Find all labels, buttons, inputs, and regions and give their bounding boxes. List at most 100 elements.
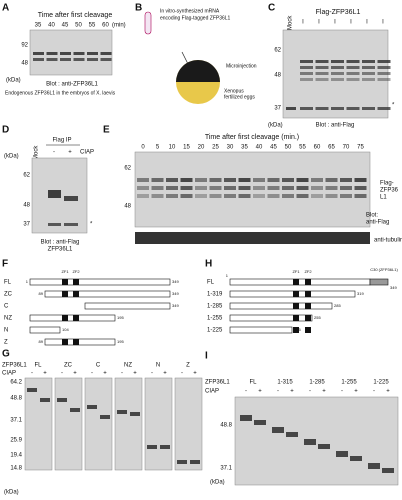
blot (144, 377, 173, 471)
panel-label: C (268, 3, 275, 14)
band (346, 107, 360, 110)
band (238, 178, 251, 182)
band (377, 66, 391, 69)
minus: - (373, 389, 375, 395)
band (180, 194, 193, 198)
lane-label: 40 (256, 145, 263, 151)
text: Microinjection (226, 63, 257, 69)
zf (62, 291, 68, 297)
zf (62, 339, 68, 345)
band (100, 415, 110, 419)
marker: 37 (274, 106, 281, 112)
plus: + (163, 371, 167, 377)
band (377, 78, 391, 81)
marker: 62 (274, 48, 281, 54)
band (336, 451, 348, 457)
band (300, 60, 313, 63)
lane-label: I (318, 20, 320, 26)
zf (293, 279, 299, 285)
marker: 64.2 (10, 380, 22, 386)
row-name: ZC (4, 292, 13, 298)
band (331, 66, 344, 69)
band (254, 420, 266, 425)
construct-bar (229, 326, 293, 334)
text: Xenopus (224, 88, 244, 94)
band (346, 66, 360, 69)
band (282, 186, 294, 190)
ip: Flag IP (52, 138, 71, 144)
tubulin-blot (135, 232, 370, 244)
lane-label: I (366, 20, 368, 26)
lane-label: 35 (241, 145, 248, 151)
zf (305, 315, 311, 321)
band (180, 178, 193, 182)
minus: - (181, 371, 183, 377)
construct-bar (229, 278, 371, 286)
band (272, 427, 284, 433)
band (315, 66, 329, 69)
marker: 37.1 (10, 418, 22, 424)
marker: 48 (23, 203, 30, 209)
marker: 48.8 (220, 423, 232, 429)
marker: 19.4 (10, 453, 22, 459)
kda: (kDa) (4, 490, 19, 496)
band (318, 444, 330, 449)
band (253, 186, 265, 190)
tag (369, 278, 389, 286)
band (64, 223, 78, 226)
band (166, 194, 178, 198)
band (340, 186, 352, 190)
blot (234, 396, 399, 486)
band (331, 72, 344, 75)
row-name: FL (4, 280, 12, 286)
row-name: 1-255 (207, 316, 223, 322)
band (195, 194, 207, 198)
marker: 37 (23, 222, 30, 228)
band (296, 194, 309, 198)
text: fertilized eggs (224, 94, 255, 100)
row-name: N (4, 328, 8, 334)
lane-label: 10 (169, 145, 176, 151)
construct-bar (229, 290, 356, 298)
zf (73, 279, 79, 285)
band (151, 178, 164, 182)
band (296, 186, 309, 190)
band (46, 58, 58, 61)
lane-label: 55 (89, 23, 96, 29)
panel-title: Time after first cleavage (38, 12, 113, 19)
blot (174, 377, 203, 471)
construct-bar (29, 278, 171, 286)
construct: Flag-ZFP36L1 (316, 9, 361, 16)
minus: - (61, 371, 63, 377)
end: 319 (357, 291, 364, 296)
text: encoding Flag-tagged ZFP36L1 (160, 15, 231, 21)
zf (62, 279, 68, 285)
marker: 37.1 (220, 466, 232, 472)
end: 195 (117, 339, 124, 344)
band (300, 66, 313, 69)
zf (305, 327, 311, 333)
construct-bar (44, 338, 116, 346)
band (209, 194, 222, 198)
zf1: ZF1 (292, 269, 300, 274)
band (130, 412, 140, 416)
band (315, 60, 329, 63)
band (354, 186, 367, 190)
band (331, 60, 344, 63)
lane-label: 20 (198, 145, 205, 151)
plus: + (386, 389, 390, 395)
lane-label: 50 (285, 145, 292, 151)
band (137, 194, 149, 198)
band (315, 107, 329, 110)
mock: Mock (34, 145, 40, 160)
lane-label: 60 (102, 23, 109, 29)
band (315, 72, 329, 75)
band (377, 107, 391, 110)
band (190, 460, 200, 464)
protein: Flag- (380, 181, 394, 187)
band (362, 78, 375, 81)
zf (73, 339, 79, 345)
band (166, 186, 178, 190)
end: 255 (314, 315, 321, 320)
